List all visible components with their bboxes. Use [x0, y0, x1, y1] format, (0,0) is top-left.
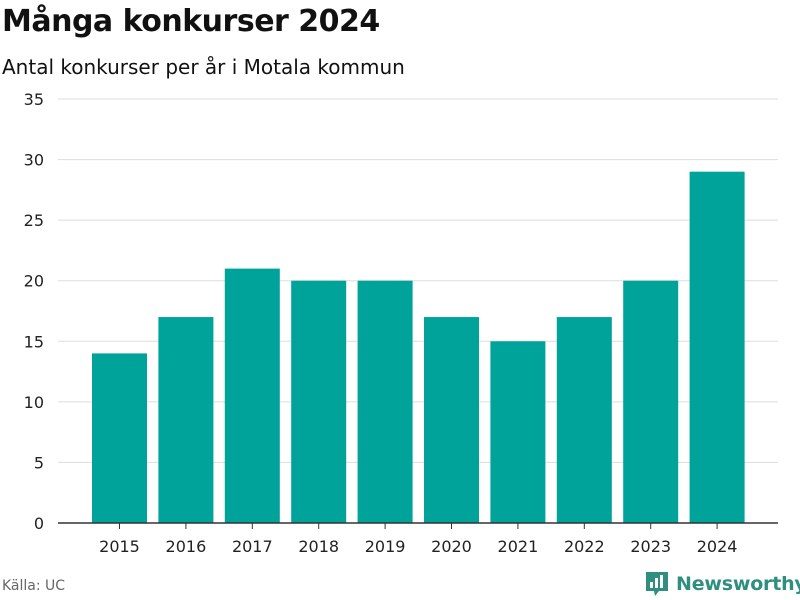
y-tick-label: 20	[24, 272, 44, 291]
brand-logo: Newsworthy	[644, 570, 800, 598]
y-tick-label: 5	[34, 453, 44, 472]
x-tick-label: 2023	[630, 537, 671, 556]
source-note: Källa: UC	[2, 578, 66, 594]
bar-2024	[689, 171, 745, 523]
y-tick-label: 30	[24, 151, 44, 170]
bar-2015	[92, 353, 147, 523]
bar-2021	[490, 341, 546, 523]
chart-title: Många konkurser 2024	[2, 4, 380, 39]
x-tick-label: 2019	[365, 537, 406, 556]
x-tick-label: 2020	[431, 537, 472, 556]
brand-name: Newsworthy	[676, 573, 800, 595]
x-tick-label: 2015	[99, 537, 140, 556]
bar-2022	[556, 317, 612, 523]
x-tick-label: 2016	[166, 537, 207, 556]
bar-2019	[357, 280, 413, 523]
y-tick-label: 35	[24, 90, 44, 109]
x-tick-label: 2021	[498, 537, 539, 556]
bar-2023	[623, 280, 679, 523]
x-tick-label: 2017	[232, 537, 273, 556]
y-tick-label: 15	[24, 332, 44, 351]
bar-2016	[158, 317, 214, 523]
newsworthy-logo-icon	[646, 572, 668, 596]
y-tick-label: 25	[24, 211, 44, 230]
bar-2018	[291, 280, 347, 523]
y-tick-label: 10	[24, 393, 44, 412]
x-tick-label: 2024	[697, 537, 738, 556]
y-tick-label: 0	[34, 514, 44, 533]
x-tick-label: 2022	[564, 537, 605, 556]
x-tick-label: 2018	[298, 537, 339, 556]
chart-subtitle: Antal konkurser per år i Motala kommun	[2, 55, 405, 79]
bar-2017	[224, 268, 280, 523]
bar-2020	[424, 317, 479, 523]
